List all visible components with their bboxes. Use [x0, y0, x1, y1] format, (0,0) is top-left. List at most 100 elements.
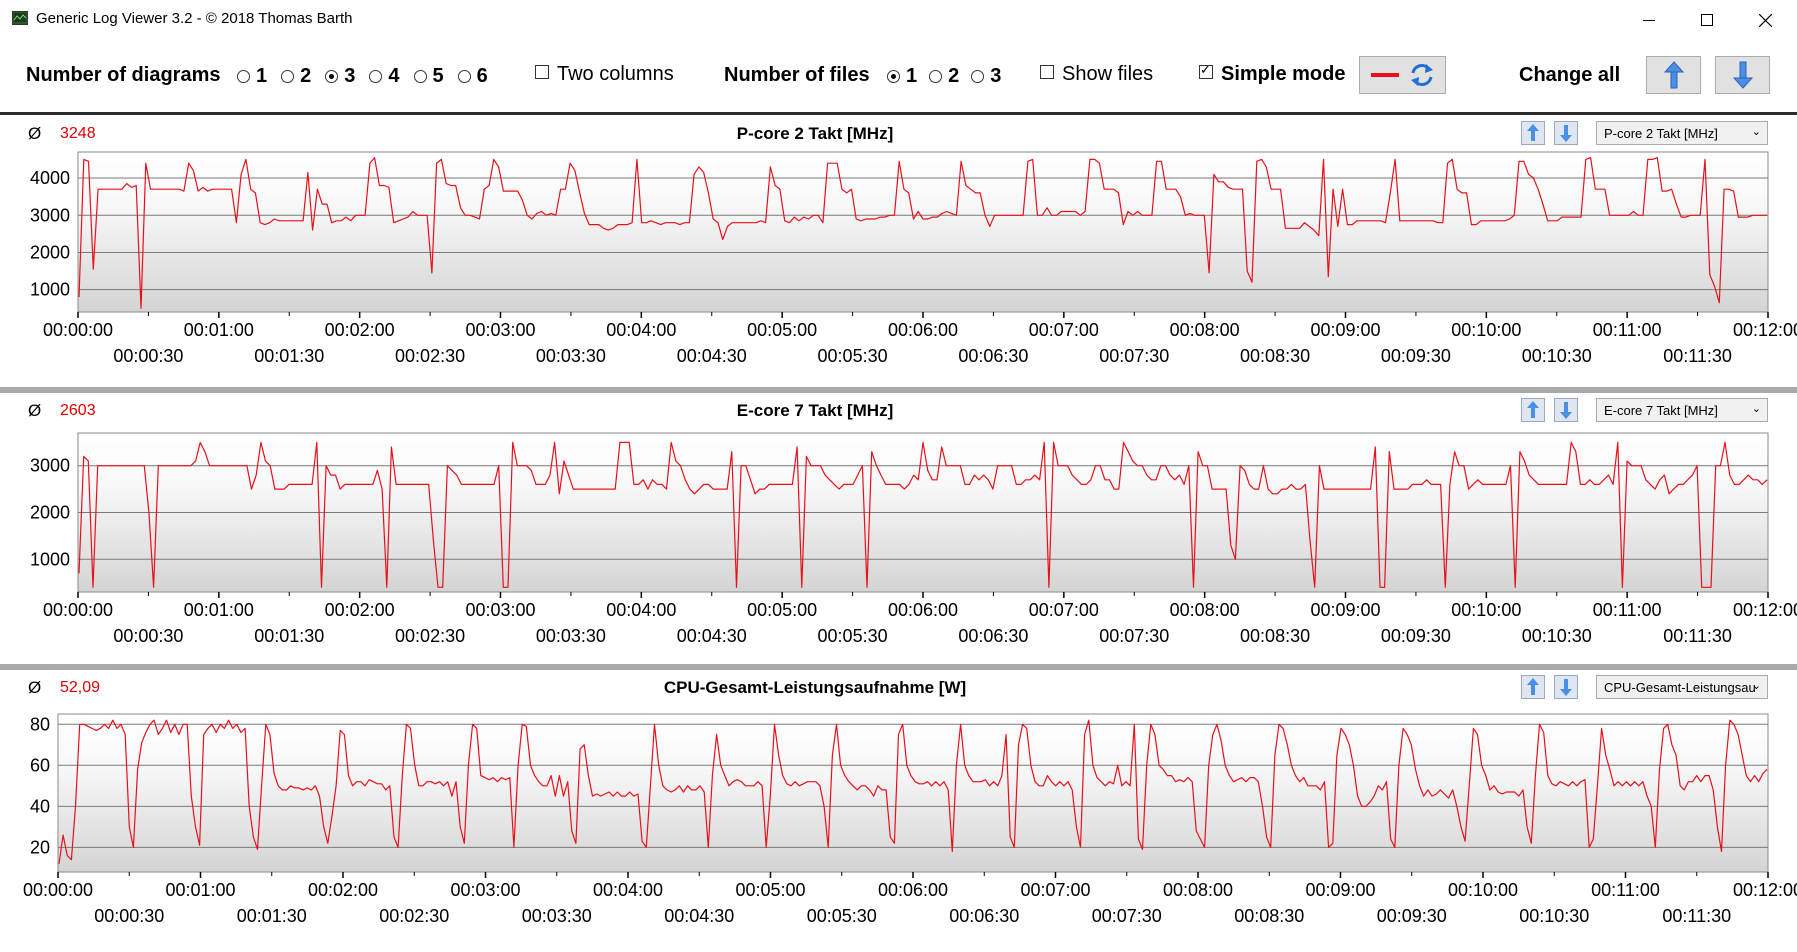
x-tick-label: 00:06:00	[888, 600, 958, 620]
diagrams-radio-dot[interactable]	[457, 70, 471, 83]
diagrams-radio-dot[interactable]	[237, 70, 250, 83]
average-value: 52,09	[60, 679, 101, 696]
x-tick-label: 00:04:00	[606, 320, 676, 340]
simple-mode-label: Simple mode	[1221, 63, 1346, 85]
files-radio-group: 1 2 3	[887, 65, 1013, 88]
x-tick-label-minor: 00:05:30	[818, 346, 888, 366]
series-selector[interactable]: E-core 7 Takt [MHz] ⌄	[1596, 398, 1768, 422]
panel-down-button[interactable]	[1554, 121, 1578, 145]
two-columns-box[interactable]	[535, 64, 549, 79]
two-columns-label: Two columns	[557, 63, 674, 85]
x-tick-label-minor: 00:09:30	[1381, 346, 1451, 366]
x-tick-label: 00:10:00	[1448, 880, 1518, 900]
x-tick-label: 00:08:00	[1170, 320, 1240, 340]
minimize-button[interactable]	[1621, 0, 1677, 40]
x-tick-label-minor: 00:07:30	[1099, 346, 1169, 366]
panel-up-button[interactable]	[1521, 675, 1545, 699]
files-radio-dot[interactable]	[971, 70, 985, 83]
line-color-button[interactable]	[1359, 56, 1446, 94]
files-radio-dot[interactable]	[929, 70, 943, 83]
y-tick-label: 3000	[30, 205, 70, 225]
diagrams-radio-5[interactable]: 5	[413, 65, 444, 88]
x-tick-label: 00:10:00	[1451, 320, 1521, 340]
diagrams-radio-3[interactable]: 3	[325, 65, 355, 88]
diagrams-radio-dot[interactable]	[281, 70, 295, 83]
diagrams-radio-2[interactable]: 2	[281, 65, 311, 88]
x-tick-label: 00:12:00	[1733, 320, 1797, 340]
simple-mode-box[interactable]	[1199, 63, 1213, 79]
simple-mode-checkbox[interactable]: Simple mode	[1199, 63, 1345, 86]
x-tick-label: 00:05:00	[747, 320, 817, 340]
two-columns-checkbox[interactable]: Two columns	[535, 63, 674, 86]
x-tick-label: 00:12:00	[1733, 880, 1797, 900]
arrow-down-icon	[1560, 679, 1572, 696]
panel-up-button[interactable]	[1521, 398, 1545, 422]
series-selector[interactable]: CPU-Gesamt-Leistungsau ⌄	[1596, 675, 1768, 699]
arrow-up-icon	[1527, 401, 1539, 418]
panel-title: E-core 7 Takt [MHz]	[736, 401, 894, 420]
change-all-down-button[interactable]	[1715, 56, 1770, 94]
panel-down-button[interactable]	[1554, 675, 1578, 699]
average-symbol: Ø	[28, 401, 42, 420]
diagrams-radio-dot[interactable]	[325, 70, 339, 83]
x-tick-label: 00:07:00	[1020, 880, 1090, 900]
x-tick-label-minor: 00:02:30	[379, 906, 449, 926]
x-tick-label: 00:01:00	[165, 880, 235, 900]
series-line	[78, 157, 1767, 309]
diagrams-radio-4[interactable]: 4	[369, 65, 400, 88]
x-tick-label-minor: 00:04:30	[677, 626, 747, 646]
x-tick-label-minor: 00:08:30	[1234, 906, 1304, 926]
arrow-up-icon	[1527, 678, 1539, 695]
x-tick-label: 00:00:00	[23, 880, 93, 900]
x-tick-label: 00:04:00	[606, 600, 676, 620]
files-radio-2[interactable]: 2	[929, 65, 959, 88]
app-icon	[12, 11, 28, 25]
y-tick-label: 40	[30, 796, 50, 816]
x-tick-label: 00:05:00	[735, 880, 805, 900]
files-radio-1[interactable]: 1	[887, 65, 917, 88]
x-tick-label-minor: 00:01:30	[254, 346, 324, 366]
diagrams-radio-dot[interactable]	[369, 70, 383, 83]
x-tick-label: 00:07:00	[1029, 320, 1099, 340]
x-tick-label-minor: 00:03:30	[522, 906, 592, 926]
x-tick-label-minor: 00:10:30	[1522, 626, 1592, 646]
x-tick-label-minor: 00:05:30	[807, 906, 877, 926]
diagrams-radio-1[interactable]: 1	[237, 65, 267, 88]
files-radio-3[interactable]: 3	[971, 65, 1001, 88]
plot-area	[77, 151, 1769, 313]
x-tick-label: 00:04:00	[593, 880, 663, 900]
x-tick-label-minor: 00:07:30	[1092, 906, 1162, 926]
diagrams-radio-dot[interactable]	[413, 70, 427, 83]
arrow-up-icon	[1663, 61, 1684, 89]
x-tick-label: 00:11:00	[1593, 600, 1662, 620]
plot-area	[57, 713, 1769, 873]
x-tick-label: 00:08:00	[1163, 880, 1233, 900]
x-tick-label-minor: 00:04:30	[664, 906, 734, 926]
x-tick-label: 00:02:00	[325, 320, 395, 340]
panel-divider[interactable]	[0, 387, 1797, 393]
series-selector[interactable]: P-core 2 Takt [MHz] ⌄	[1596, 121, 1768, 145]
show-files-box[interactable]	[1040, 64, 1054, 79]
show-files-checkbox[interactable]: Show files	[1040, 63, 1153, 86]
panel-down-button[interactable]	[1554, 398, 1578, 422]
maximize-button[interactable]	[1679, 0, 1735, 40]
x-tick-label-minor: 00:01:30	[254, 626, 324, 646]
x-tick-label: 00:06:00	[878, 880, 948, 900]
change-all-up-button[interactable]	[1646, 56, 1701, 94]
x-tick-label-minor: 00:06:30	[958, 346, 1028, 366]
files-radio-dot[interactable]	[887, 70, 900, 83]
chevron-down-icon: ⌄	[1751, 402, 1761, 415]
panel-up-button[interactable]	[1521, 121, 1545, 145]
close-button[interactable]	[1737, 0, 1793, 40]
x-tick-label-minor: 00:09:30	[1381, 626, 1451, 646]
diagrams-radio-6[interactable]: 6	[457, 65, 488, 88]
title-bar: Generic Log Viewer 3.2 - © 2018 Thomas B…	[0, 0, 1797, 40]
files-radio-label: 1	[906, 65, 918, 87]
series-selector-value: P-core 2 Takt [MHz]	[1604, 126, 1718, 141]
refresh-icon	[1410, 64, 1433, 86]
x-tick-label-minor: 00:02:30	[395, 626, 465, 646]
arrow-down-icon	[1560, 125, 1572, 142]
diagrams-radio-label: 3	[344, 65, 356, 87]
panel-divider[interactable]	[0, 664, 1797, 670]
